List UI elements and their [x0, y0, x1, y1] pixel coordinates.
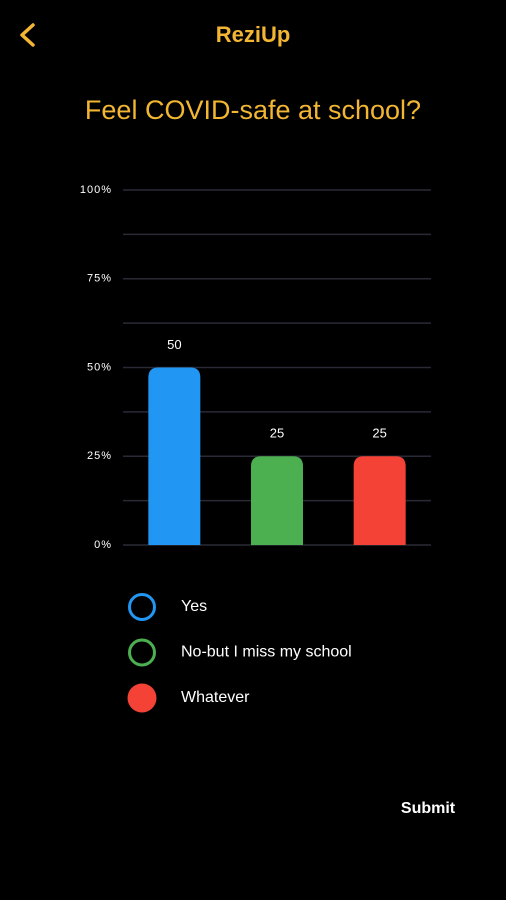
y-tick-label: 50%	[87, 361, 112, 373]
question: Feel COVID-safe at school?	[85, 95, 421, 125]
back-button[interactable]	[20, 23, 35, 47]
value-label: 25	[270, 426, 284, 441]
value-label: 25	[372, 426, 386, 441]
radio[interactable]	[128, 638, 156, 667]
y-tick-label: 100%	[80, 184, 112, 196]
y-tick-label: 25%	[87, 450, 112, 462]
option-label[interactable]: Whatever	[181, 689, 250, 706]
bar	[148, 367, 201, 545]
y-tick-label: 0%	[94, 539, 112, 551]
radio[interactable]	[128, 593, 156, 621]
submit-button[interactable]: Submit	[401, 800, 456, 817]
bar	[353, 456, 406, 545]
value-label: 50	[167, 337, 181, 352]
option-label[interactable]: No-but I miss my school	[181, 644, 352, 661]
option-label[interactable]: Yes	[181, 598, 207, 615]
bar	[251, 456, 303, 545]
radio-selected[interactable]	[127, 683, 157, 713]
app-title: ReziUp	[216, 22, 291, 47]
y-tick-label: 75%	[87, 273, 112, 285]
